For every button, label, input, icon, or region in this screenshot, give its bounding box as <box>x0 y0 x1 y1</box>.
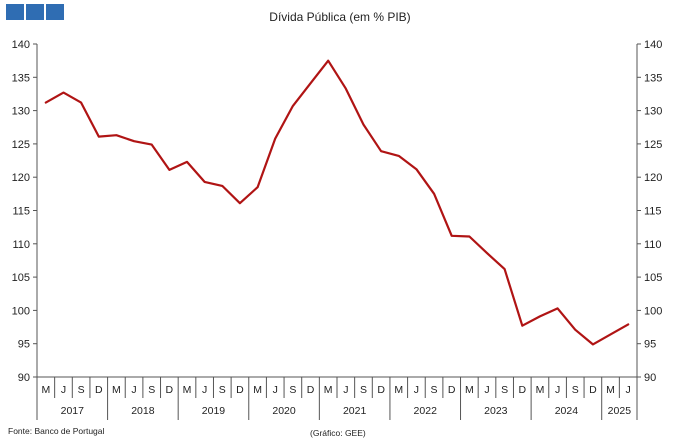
x-month-label: J <box>555 384 560 396</box>
y-tick-label-left: 90 <box>18 372 30 384</box>
x-year-label: 2019 <box>202 405 226 417</box>
y-tick-label-right: 115 <box>644 206 662 218</box>
y-tick-label-right: 110 <box>644 239 662 251</box>
brand-logo <box>6 4 64 20</box>
x-month-label: J <box>484 384 489 396</box>
y-tick-label-left: 95 <box>18 339 30 351</box>
x-month-label: S <box>219 384 226 396</box>
x-month-label: M <box>183 384 192 396</box>
x-month-label: S <box>148 384 155 396</box>
x-month-label: M <box>536 384 545 396</box>
x-month-label: M <box>394 384 403 396</box>
x-year-label: 2022 <box>414 405 438 417</box>
x-month-label: M <box>253 384 262 396</box>
x-month-label: S <box>431 384 438 396</box>
x-month-label: J <box>131 384 136 396</box>
x-month-label: D <box>518 384 526 396</box>
x-month-label: S <box>360 384 367 396</box>
series-line-debt <box>44 59 630 346</box>
y-axis-left: 90 95 100 105 110 115 120 125 130 135 140 <box>12 39 37 384</box>
y-tick-label-left: 120 <box>12 172 30 184</box>
x-year-label: 2017 <box>61 405 85 417</box>
x-month-label: S <box>501 384 508 396</box>
y-tick-label-left: 125 <box>12 139 30 151</box>
x-year-label: 2023 <box>484 405 508 417</box>
y-tick-label-right: 130 <box>644 106 662 118</box>
logo-square <box>46 4 64 20</box>
x-month-label: S <box>78 384 85 396</box>
x-month-label: J <box>414 384 419 396</box>
x-month-label: D <box>95 384 103 396</box>
x-month-label: J <box>273 384 278 396</box>
x-month-label: D <box>307 384 315 396</box>
x-year-label: 2021 <box>343 405 367 417</box>
y-tick-label-left: 115 <box>12 206 30 218</box>
y-tick-label-left: 135 <box>12 72 30 84</box>
y-tick-label-right: 95 <box>644 339 656 351</box>
x-month-label: S <box>289 384 296 396</box>
x-month-label: D <box>448 384 456 396</box>
x-year-label: 2018 <box>131 405 155 417</box>
x-year-label: 2025 <box>608 405 632 417</box>
x-month-label: J <box>626 384 631 396</box>
chart-frame <box>36 44 638 420</box>
y-tick-label-right: 90 <box>644 372 656 384</box>
y-tick-label-right: 135 <box>644 72 662 84</box>
x-month-label: M <box>324 384 333 396</box>
y-tick-label-left: 100 <box>12 305 30 317</box>
x-month-label: M <box>112 384 121 396</box>
x-month-label: J <box>202 384 207 396</box>
logo-square <box>6 4 24 20</box>
y-tick-label-right: 105 <box>644 272 662 284</box>
x-year-label: 2020 <box>272 405 296 417</box>
x-month-label: D <box>166 384 174 396</box>
logo-square <box>26 4 44 20</box>
y-axis-right: 90 95 100 105 110 115 120 125 130 135 140 <box>637 39 662 384</box>
x-year-label: 2024 <box>555 405 579 417</box>
x-month-label: D <box>236 384 244 396</box>
x-month-label: J <box>343 384 348 396</box>
y-tick-label-left: 110 <box>12 239 30 251</box>
credit-note: (Gráfico: GEE) <box>310 428 366 438</box>
y-tick-label-left: 140 <box>12 39 30 51</box>
source-note: Fonte: Banco de Portugal <box>8 426 105 436</box>
y-tick-label-left: 105 <box>12 272 30 284</box>
y-tick-label-left: 130 <box>12 106 30 118</box>
x-month-label: J <box>61 384 66 396</box>
x-month-label: D <box>377 384 385 396</box>
x-month-label: M <box>41 384 50 396</box>
chart-title: Dívida Pública (em % PIB) <box>269 10 410 24</box>
x-month-label: S <box>572 384 579 396</box>
x-month-label: M <box>606 384 615 396</box>
y-tick-label-right: 140 <box>644 39 662 51</box>
x-month-label: D <box>589 384 597 396</box>
x-month-label: M <box>465 384 474 396</box>
y-tick-label-right: 120 <box>644 172 662 184</box>
y-tick-label-right: 100 <box>644 305 662 317</box>
y-tick-label-right: 125 <box>644 139 662 151</box>
